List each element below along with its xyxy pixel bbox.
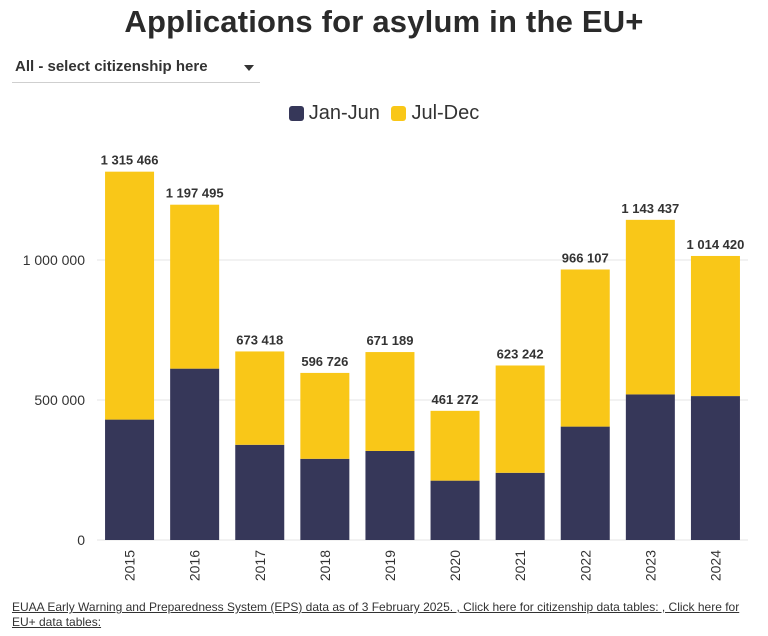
legend-label-jan-jun: Jan-Jun bbox=[308, 102, 380, 124]
total-label: 966 107 bbox=[562, 250, 609, 265]
y-tick-label: 1 000 000 bbox=[23, 252, 85, 268]
x-tick-label: 2020 bbox=[447, 550, 463, 581]
total-label: 1 014 420 bbox=[687, 237, 745, 252]
x-tick-label: 2015 bbox=[122, 550, 138, 581]
total-label: 1 197 495 bbox=[166, 186, 224, 201]
bar-jul-dec bbox=[235, 351, 285, 445]
bar-jan-jun bbox=[365, 450, 415, 540]
bar-jul-dec bbox=[105, 171, 155, 420]
bar-jul-dec bbox=[170, 204, 220, 369]
bar-jan-jun bbox=[235, 444, 285, 540]
total-label: 673 418 bbox=[236, 332, 283, 347]
total-label: 1 143 437 bbox=[621, 201, 679, 216]
x-tick-label: 2019 bbox=[382, 550, 398, 581]
legend-label-jul-dec: Jul-Dec bbox=[411, 102, 480, 124]
bar-jan-jun bbox=[495, 472, 545, 540]
bar-jul-dec bbox=[365, 352, 415, 451]
bar-jan-jun bbox=[105, 419, 155, 540]
legend-swatch-jan-jun bbox=[288, 106, 304, 121]
total-label: 596 726 bbox=[301, 354, 348, 369]
bar-jul-dec bbox=[690, 255, 740, 397]
bar-jul-dec bbox=[430, 410, 480, 481]
x-tick-label: 2023 bbox=[642, 550, 658, 581]
bar-jan-jun bbox=[430, 480, 480, 540]
bar-jan-jun bbox=[300, 458, 350, 540]
bar-jan-jun bbox=[560, 426, 610, 540]
legend-item-jan-jun[interactable]: Jan-Jun bbox=[288, 102, 380, 125]
y-tick-label: 500 000 bbox=[34, 392, 85, 408]
stacked-bar-chart: 0 500 000 1 000 000 1 315 466 2015 1 197 495 2… bbox=[23, 153, 748, 581]
total-label: 1 315 466 bbox=[101, 153, 159, 168]
chevron-down-icon bbox=[244, 65, 254, 71]
x-tick-label: 2017 bbox=[252, 550, 268, 581]
bar-jul-dec bbox=[560, 269, 610, 427]
total-label: 671 189 bbox=[366, 333, 413, 348]
bar-jan-jun bbox=[625, 394, 675, 540]
bar-jan-jun bbox=[690, 396, 740, 540]
bar-jul-dec bbox=[300, 372, 350, 459]
bar-jan-jun bbox=[170, 368, 220, 540]
total-label: 461 272 bbox=[432, 392, 479, 407]
source-note[interactable]: EUAA Early Warning and Preparedness Syst… bbox=[12, 600, 740, 629]
citizenship-select-label: All - select citizenship here bbox=[15, 58, 208, 75]
bar-jul-dec bbox=[495, 365, 545, 473]
chart-title: Applications for asylum in the EU+ bbox=[124, 4, 644, 39]
x-tick-label: 2024 bbox=[707, 550, 723, 581]
citizenship-select[interactable]: All - select citizenship here bbox=[12, 56, 260, 83]
legend-item-jul-dec[interactable]: Jul-Dec bbox=[391, 102, 479, 125]
chart-legend: Jan-Jun Jul-Dec bbox=[0, 102, 768, 127]
legend-swatch-jul-dec bbox=[391, 106, 407, 121]
x-tick-label: 2022 bbox=[577, 550, 593, 581]
x-tick-label: 2021 bbox=[512, 550, 528, 581]
x-tick-label: 2016 bbox=[187, 550, 203, 581]
total-label: 623 242 bbox=[497, 346, 544, 361]
bar-jul-dec bbox=[625, 219, 675, 395]
y-tick-label: 0 bbox=[77, 532, 85, 548]
x-tick-label: 2018 bbox=[317, 550, 333, 581]
